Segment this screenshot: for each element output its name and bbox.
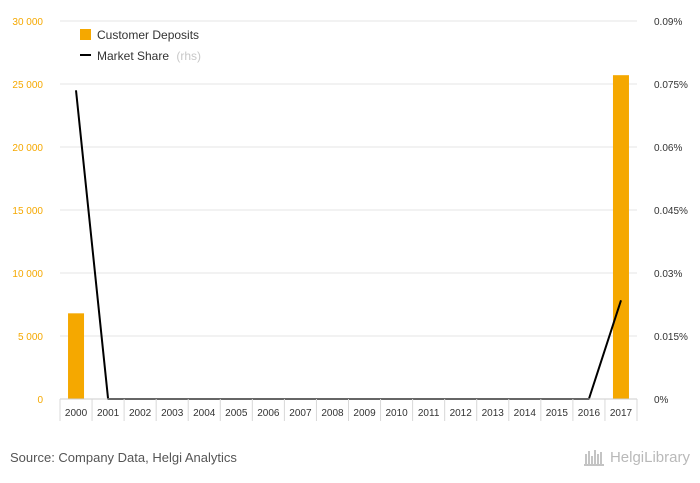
x-tick-label: 2017 [610, 408, 633, 419]
x-tick-label: 2002 [129, 408, 152, 419]
x-tick-label: 2014 [514, 408, 537, 419]
y-left-tick-label: 20 000 [12, 143, 43, 154]
market-share-series-line [75, 90, 622, 400]
y-right-tick-label: 0.03% [654, 269, 682, 280]
x-tick-label: 2011 [418, 408, 440, 419]
legend-label-market-share: Market Share [97, 49, 169, 63]
y-right-tick-label: 0.075% [654, 80, 688, 91]
y-left-tick-label: 10 000 [12, 269, 43, 280]
x-tick-label: 2001 [97, 408, 120, 419]
library-icon [583, 450, 604, 466]
y-right-tick-label: 0.09% [654, 17, 682, 28]
y-left-tick-label: 5 000 [18, 332, 43, 343]
source-note: Source: Company Data, Helgi Analytics [10, 450, 237, 465]
x-axis-ticks: 2000 2001 2002 2003 2004 2005 2006 2007 2008 2009… [65, 408, 633, 419]
x-tick-label: 2015 [546, 408, 569, 419]
grid-lines [60, 20, 637, 400]
x-tick-label: 2008 [321, 408, 344, 419]
left-axis-ticks: 0 5 000 10 000 15 000 20 000 25 000 30 000 [12, 17, 43, 406]
x-tick-label: 2013 [482, 408, 505, 419]
x-tick-label: 2004 [193, 408, 216, 419]
market-share-line [75, 90, 622, 400]
helgi-library-logo: HelgiLibrary [583, 448, 690, 466]
bar-2000 [68, 313, 85, 399]
x-tick-label: 2012 [450, 408, 473, 419]
legend-swatch-customer-deposits [80, 29, 91, 40]
legend-label-rhs: (rhs) [176, 49, 201, 63]
x-tick-label: 2010 [385, 408, 408, 419]
x-tick-label: 2006 [257, 408, 280, 419]
x-tick-label: 2005 [225, 408, 248, 419]
y-left-tick-label: 30 000 [12, 17, 43, 28]
x-tick-label: 2003 [161, 408, 184, 419]
y-left-tick-label: 0 [37, 395, 43, 406]
brand-name: HelgiLibrary [609, 448, 690, 466]
legend: Customer Deposits Market Share (rhs) [80, 28, 201, 63]
axes [59, 398, 638, 421]
x-tick-label: 2007 [289, 408, 312, 419]
x-tick-label: 2009 [353, 408, 376, 419]
bar-2017 [612, 75, 629, 400]
x-tick-label: 2016 [578, 408, 601, 419]
x-tick-label: 2000 [65, 408, 88, 419]
y-right-tick-label: 0.06% [654, 143, 682, 154]
legend-label-market-share-group: Market Share (rhs) [97, 49, 201, 63]
y-right-tick-label: 0% [654, 395, 669, 406]
y-left-tick-label: 25 000 [12, 80, 43, 91]
legend-label-customer-deposits: Customer Deposits [97, 28, 199, 42]
y-left-tick-label: 15 000 [12, 206, 43, 217]
y-right-tick-label: 0.045% [654, 206, 688, 217]
deposit-bars [68, 75, 629, 400]
right-axis-ticks: 0% 0.015% 0.03% 0.045% 0.06% 0.075% 0.09% [654, 17, 688, 406]
y-right-tick-label: 0.015% [654, 332, 688, 343]
